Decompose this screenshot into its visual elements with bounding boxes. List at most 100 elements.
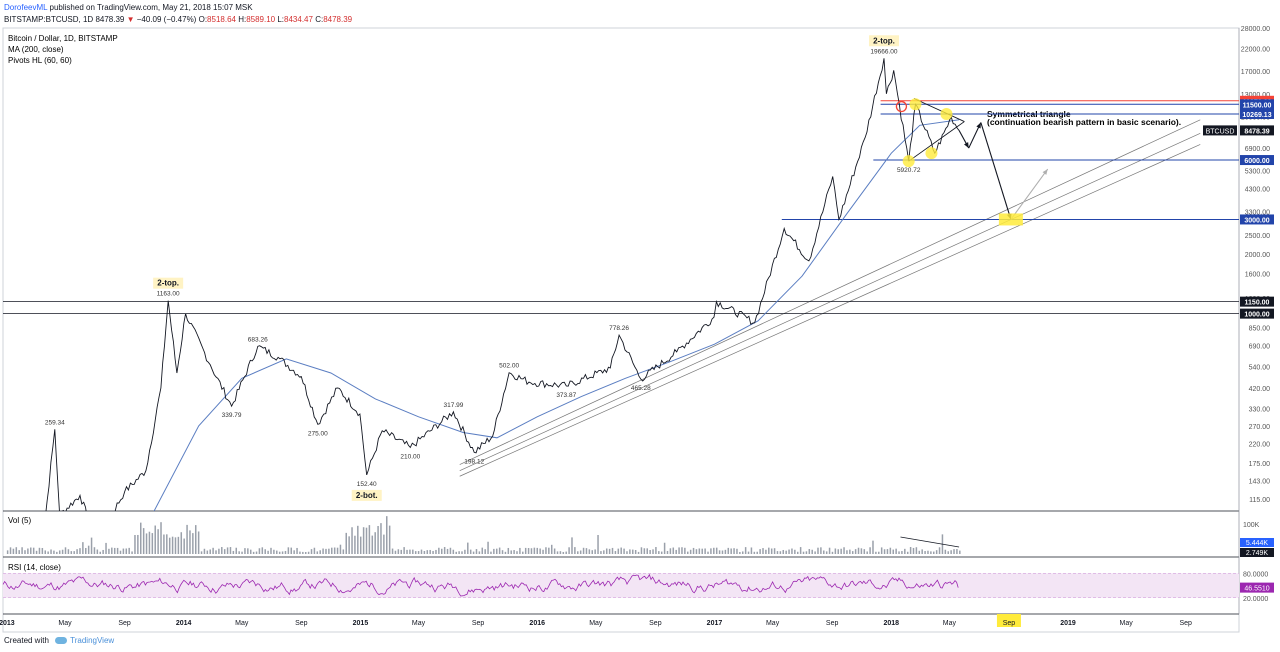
- volume-bar: [739, 551, 741, 554]
- volume-bar: [276, 550, 278, 554]
- volume-bar: [157, 529, 159, 554]
- volume-bar: [345, 532, 347, 554]
- volume-bar: [232, 550, 235, 554]
- projection-arrowhead-icon: [964, 142, 969, 149]
- annotation-bg: [153, 277, 184, 289]
- volume-bar: [591, 550, 593, 554]
- volume-bar: [843, 547, 845, 554]
- volume-bar: [909, 547, 912, 554]
- volume-bar: [901, 551, 903, 554]
- rsi-tick-label: 80.0000: [1243, 571, 1268, 578]
- volume-bar: [640, 547, 643, 554]
- volume-bar: [539, 548, 541, 554]
- volume-bar: [223, 549, 226, 554]
- volume-bar: [652, 549, 654, 554]
- volume-bar: [137, 534, 139, 554]
- legend-pivots: Pivots HL (60, 60): [8, 56, 72, 65]
- price-tick-label: 2500.00: [1245, 233, 1270, 240]
- volume-bar: [605, 548, 608, 554]
- volume-bar: [362, 527, 365, 554]
- volume-bar: [328, 548, 330, 554]
- projection-arrow-line: [980, 122, 1012, 220]
- volume-bar: [718, 550, 721, 554]
- price-tick-label: 115.00: [1249, 497, 1270, 504]
- volume-bar: [177, 536, 180, 554]
- volume-bar: [400, 549, 402, 554]
- triangle-lower-line: [908, 121, 965, 162]
- volume-bar: [834, 548, 837, 554]
- volume-bar: [449, 547, 452, 554]
- tradingview-link[interactable]: TradingView: [70, 636, 115, 645]
- volume-bar: [6, 550, 9, 554]
- volume-bar: [238, 551, 240, 554]
- rsi-value-label: 46.5510: [1244, 586, 1269, 593]
- volume-bar: [391, 548, 394, 554]
- symbol-tag-label: BTCUSD: [1206, 128, 1235, 135]
- volume-value-tag: [1240, 548, 1274, 557]
- publish-line: DorofeevML published on TradingView.com,…: [4, 3, 253, 12]
- volume-bar: [794, 549, 796, 554]
- volume-bar: [669, 548, 672, 554]
- time-tick-label: 2019: [1060, 620, 1076, 627]
- volume-bar: [663, 542, 666, 554]
- volume-bar: [221, 547, 223, 554]
- volume-bar: [325, 548, 327, 554]
- volume-bar: [548, 547, 550, 554]
- level-price-label: 3000.00: [1244, 217, 1269, 224]
- price-tick-label: 17000.00: [1241, 69, 1270, 76]
- tradingview-logo-icon: [55, 637, 68, 645]
- volume-bar: [837, 549, 840, 554]
- volume-bar: [397, 549, 400, 554]
- volume-bar: [32, 547, 35, 554]
- time-tick-label: Sep: [118, 620, 131, 627]
- volume-bar: [959, 550, 961, 554]
- volume-bar: [736, 548, 738, 554]
- rsi-value-tag: [1240, 582, 1274, 593]
- volume-bar: [412, 549, 414, 554]
- volume-bar: [750, 547, 753, 554]
- pivot-label: 210.00: [400, 453, 420, 460]
- volume-bar: [582, 547, 585, 554]
- volume-bar: [125, 548, 128, 554]
- volume-bar: [562, 551, 565, 554]
- channel-line: [459, 119, 1201, 465]
- volume-bar: [368, 525, 371, 554]
- volume-bar: [947, 551, 949, 554]
- time-tick-label: 2013: [0, 620, 15, 627]
- volume-bar: [895, 548, 897, 554]
- volume-bar: [588, 549, 591, 554]
- volume-bar: [166, 534, 168, 554]
- volume-bar: [151, 533, 154, 554]
- rsi-title: RSI (14, close): [8, 563, 61, 572]
- volume-bar: [498, 547, 501, 554]
- volume-bar: [747, 551, 750, 554]
- price-tick-label: 6900.00: [1245, 146, 1270, 153]
- volume-bar: [290, 547, 293, 554]
- pivot-label: 259.34: [45, 419, 65, 426]
- swing-highlight-circle: [925, 147, 938, 160]
- price-tick-label: 4300.00: [1245, 187, 1270, 194]
- legend-title: Bitcoin / Dollar, 1D, BITSTAMP: [8, 34, 118, 43]
- volume-bar: [218, 548, 220, 554]
- volume-bar: [186, 524, 188, 554]
- volume-bar: [611, 547, 614, 554]
- time-tick-label: 2016: [529, 620, 545, 627]
- level-price-label: 10269.13: [1242, 112, 1271, 119]
- volume-bar: [119, 550, 122, 554]
- volume-bar: [154, 525, 156, 554]
- volume-bar: [707, 551, 709, 554]
- volume-bar: [148, 531, 151, 554]
- volume-bar: [339, 544, 342, 554]
- volume-bar: [620, 547, 622, 554]
- chart-area[interactable]: Bitcoin / Dollar, 1D, BITSTAMP MA (200, …: [0, 0, 1280, 636]
- pivot-label: 339.79: [222, 412, 242, 419]
- volume-bar: [608, 548, 611, 554]
- volume-bar: [814, 551, 816, 554]
- volume-bar: [116, 547, 119, 554]
- volume-bar: [417, 551, 420, 554]
- volume-bar: [516, 551, 518, 554]
- volume-bar: [501, 550, 504, 554]
- volume-bar: [443, 547, 446, 554]
- author-link[interactable]: DorofeevML: [4, 3, 48, 12]
- volume-bar: [249, 549, 252, 554]
